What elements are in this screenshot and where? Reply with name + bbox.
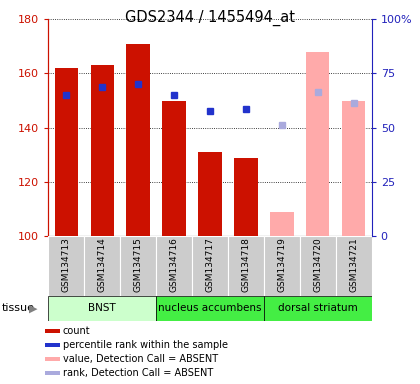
Text: dorsal striatum: dorsal striatum <box>278 303 358 313</box>
Bar <box>342 101 365 236</box>
Bar <box>45 371 60 375</box>
Bar <box>192 236 228 296</box>
Bar <box>300 236 336 296</box>
Text: GSM134718: GSM134718 <box>241 237 250 292</box>
Text: rank, Detection Call = ABSENT: rank, Detection Call = ABSENT <box>63 368 213 378</box>
Text: value, Detection Call = ABSENT: value, Detection Call = ABSENT <box>63 354 218 364</box>
Text: GSM134716: GSM134716 <box>170 237 178 292</box>
Bar <box>48 236 84 296</box>
Text: count: count <box>63 326 90 336</box>
Text: tissue: tissue <box>2 303 35 313</box>
Text: percentile rank within the sample: percentile rank within the sample <box>63 340 228 350</box>
Bar <box>228 236 264 296</box>
Bar <box>264 236 300 296</box>
Text: nucleus accumbens: nucleus accumbens <box>158 303 262 313</box>
Text: GSM134714: GSM134714 <box>98 237 107 292</box>
Text: GSM134720: GSM134720 <box>313 237 322 292</box>
Text: BNST: BNST <box>88 303 116 313</box>
Text: GSM134715: GSM134715 <box>134 237 143 292</box>
Text: ▶: ▶ <box>29 303 37 313</box>
Bar <box>48 296 156 321</box>
Bar <box>336 236 372 296</box>
Text: GSM134721: GSM134721 <box>349 237 358 292</box>
Bar <box>198 152 222 236</box>
Bar <box>306 52 329 236</box>
Bar <box>156 236 192 296</box>
Text: GSM134717: GSM134717 <box>205 237 215 292</box>
Bar <box>120 236 156 296</box>
Bar <box>45 343 60 347</box>
Text: GDS2344 / 1455494_at: GDS2344 / 1455494_at <box>125 10 295 26</box>
Text: GSM134719: GSM134719 <box>277 237 286 292</box>
Bar <box>84 236 120 296</box>
Bar <box>264 296 372 321</box>
Bar <box>91 65 114 236</box>
Bar <box>45 358 60 361</box>
Bar <box>163 101 186 236</box>
Bar <box>126 44 150 236</box>
Text: GSM134713: GSM134713 <box>62 237 71 292</box>
Bar <box>270 212 294 236</box>
Bar <box>55 68 78 236</box>
Bar <box>156 296 264 321</box>
Bar <box>45 329 60 333</box>
Bar <box>234 157 257 236</box>
